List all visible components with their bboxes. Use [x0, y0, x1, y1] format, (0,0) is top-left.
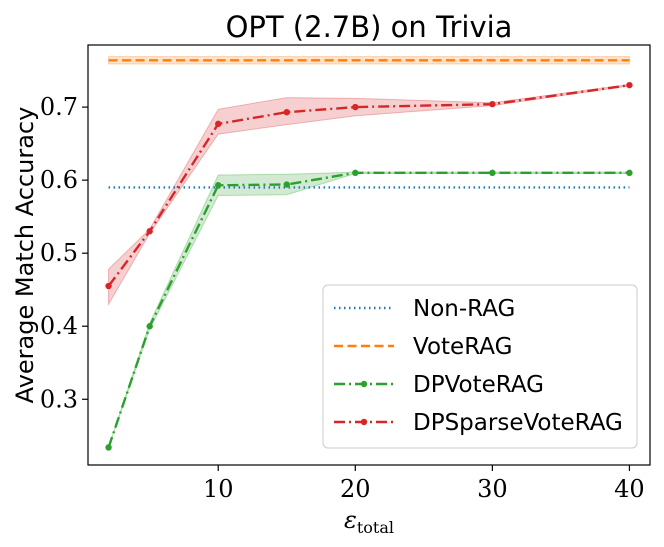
x-axis-label-subscript: total: [357, 518, 394, 537]
x-tick-label: 30: [477, 475, 508, 503]
dpsparsevoterag-point: [215, 120, 222, 128]
legend-item-dpvoterag: DPVoteRAG: [334, 372, 544, 398]
y-tick-label: 0.3: [40, 385, 78, 413]
dpvoterag-point: [105, 444, 112, 451]
dpvoterag-point: [352, 169, 359, 177]
dpsparsevoterag-point: [105, 282, 112, 290]
x-axis-label: εtotal: [344, 506, 394, 537]
dpvoterag-point: [146, 323, 153, 330]
dpsparsevoterag-point: [626, 81, 633, 89]
dpvoterag-point: [626, 169, 633, 177]
dpsparsevoterag-point: [352, 103, 359, 111]
x-tick-label: 40: [614, 475, 645, 503]
dpvoterag-point: [489, 169, 496, 177]
x-tick-label: 20: [340, 475, 371, 503]
legend-marker-dpvoterag: [360, 380, 368, 388]
dpsparsevoterag-band: [108, 83, 630, 307]
chart-title: OPT (2.7B) on Trivia: [226, 10, 513, 44]
dpsparsevoterag-point: [489, 100, 496, 108]
legend: Non-RAG VoteRAG DPVoteRAG DPSparseVoteRAG: [322, 284, 638, 449]
y-tick-label: 0.5: [40, 239, 78, 267]
y-axis-label: Average Match Accuracy: [11, 107, 39, 404]
y-tick-label: 0.7: [40, 93, 78, 121]
legend-item-voterag: VoteRAG: [334, 334, 512, 360]
dpsparsevoterag-point: [146, 228, 153, 235]
plot-frame: [87, 44, 651, 466]
legend-item-non-rag: Non-RAG: [334, 296, 515, 322]
dpvoterag-point: [215, 182, 222, 189]
dpsparsevoterag-point: [283, 109, 290, 116]
y-tick-label: 0.6: [40, 166, 78, 194]
y-tick-label: 0.4: [40, 312, 78, 340]
legend-item-dpsparsevoterag: DPSparseVoteRAG: [334, 410, 623, 436]
legend-label-non-rag: Non-RAG: [413, 296, 515, 322]
legend-label-dpsparsevoterag: DPSparseVoteRAG: [413, 410, 623, 436]
legend-marker-dpsparsevoterag: [360, 418, 368, 426]
legend-label-voterag: VoteRAG: [413, 334, 512, 360]
x-tick-label: 10: [203, 475, 234, 503]
dpvoterag-point: [283, 181, 290, 188]
legend-frame: [322, 284, 638, 449]
legend-label-dpvoterag: DPVoteRAG: [413, 372, 544, 398]
x-axis-label-symbol: ε: [344, 506, 357, 534]
